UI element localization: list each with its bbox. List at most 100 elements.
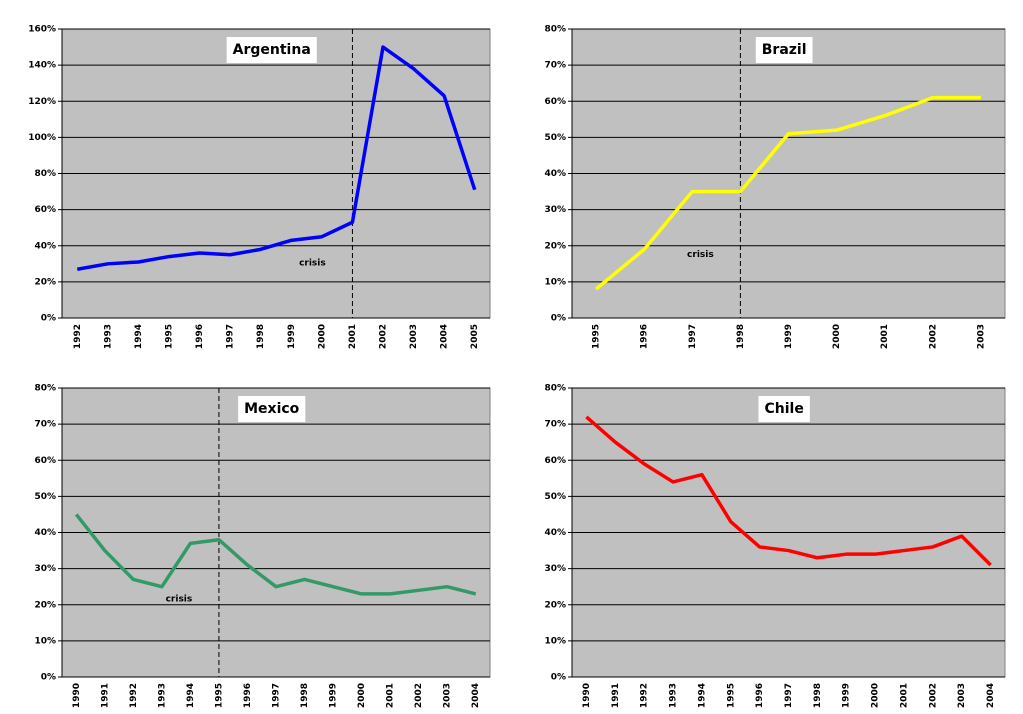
x-tick-label: 2001 — [386, 683, 396, 708]
y-tick-label: 0% — [551, 314, 566, 324]
plot: 0% 10% 20% 30% 40% 50% 60% 70% 80% 1990 1991 1992 19… — [34, 384, 491, 708]
x-tick-label: 1997 — [784, 683, 794, 708]
title-box — [238, 396, 306, 422]
x-tick-label: 1993 — [103, 324, 113, 349]
plot: 0% 10% 20% 30% 40% 50% 60% 70% 80% 1990 1991 1992 19… — [544, 384, 1006, 708]
title-box — [755, 37, 813, 63]
x-tick-label: 1991 — [100, 683, 110, 708]
x-tick-label: 2004 — [471, 683, 481, 708]
y-tick-label: 60% — [34, 456, 56, 466]
chart-title: Brazil — [762, 42, 807, 58]
y-tick-label: 70% — [544, 420, 566, 430]
y-tick-label: 80% — [544, 384, 566, 394]
y-tick-label: 140% — [28, 61, 56, 71]
y-tick-label: 0% — [41, 314, 56, 324]
y-tick-label: 10% — [34, 636, 56, 646]
x-tick-label: 2004 — [440, 324, 450, 349]
y-tick-label: 60% — [544, 456, 566, 466]
y-tick-label: 20% — [544, 241, 566, 251]
y-tick-label: 120% — [28, 97, 56, 107]
y-tick-label: 20% — [34, 600, 56, 610]
data-line — [76, 45, 477, 271]
y-tick-label: 40% — [34, 528, 56, 538]
y-tick-label: 10% — [544, 636, 566, 646]
y-tick-label: 20% — [34, 277, 56, 287]
y-tick-label: 50% — [544, 133, 566, 143]
x-tick-label: 1993 — [669, 683, 679, 708]
annotation: crisis — [166, 594, 193, 604]
x-tick-label: 1991 — [611, 683, 621, 708]
x-tick-label: 1997 — [272, 683, 282, 708]
x-tick-label: 1992 — [640, 683, 650, 708]
x-tick-label: 1990 — [72, 683, 82, 708]
data-line — [594, 95, 981, 291]
x-tick-label: 2005 — [470, 324, 480, 349]
x-tick-label: 2001 — [880, 324, 890, 349]
x-tick-label: 1998 — [736, 324, 746, 349]
y-tick-label: 40% — [544, 169, 566, 179]
x-tick-label: 1998 — [256, 324, 266, 349]
x-tick-label: 1999 — [329, 683, 339, 708]
x-tick-label: 2002 — [414, 683, 424, 708]
x-tick-label: 1994 — [134, 324, 144, 349]
x-tick-label: 1995 — [726, 683, 736, 708]
y-tick-label: 50% — [34, 492, 56, 502]
y-tick-label: 70% — [34, 420, 56, 430]
x-tick-label: 2000 — [317, 324, 327, 349]
x-tick-label: 1999 — [842, 683, 852, 708]
y-tick-label: 80% — [34, 384, 56, 394]
plot: 0% 20% 40% 60% 80% 100% 120% 140% 160% 1992 1993 19… — [28, 25, 491, 349]
y-tick-label: 10% — [544, 277, 566, 287]
x-tick-label: 1997 — [226, 324, 236, 349]
title-box — [226, 37, 317, 63]
x-tick-label: 1990 — [582, 683, 592, 708]
x-tick-label: 1998 — [813, 683, 823, 708]
x-tick-label: 2002 — [928, 683, 938, 708]
x-tick-label: 2001 — [348, 324, 358, 349]
x-tick-label: 1994 — [186, 683, 196, 708]
chart-title: Mexico — [244, 401, 300, 417]
y-tick-label: 30% — [544, 205, 566, 215]
plot: 0% 10% 20% 30% 40% 50% 60% 70% 80% 1995 1996 1997 19… — [544, 25, 1006, 349]
x-tick-label: 2002 — [928, 324, 938, 349]
x-tick-label: 1996 — [195, 324, 205, 349]
x-tick-label: 1997 — [688, 324, 698, 349]
y-tick-label: 40% — [544, 528, 566, 538]
title-box — [758, 396, 810, 422]
x-tick-label: 1996 — [243, 683, 253, 708]
x-tick-label: 1992 — [73, 324, 83, 349]
y-tick-label: 160% — [28, 25, 56, 35]
annotation: crisis — [299, 259, 326, 269]
x-tick-label: 2003 — [957, 683, 967, 708]
x-tick-label: 2003 — [409, 324, 419, 349]
x-tick-label: 1999 — [287, 324, 297, 349]
y-tick-label: 80% — [34, 169, 56, 179]
y-tick-label: 0% — [41, 673, 56, 683]
data-line — [585, 415, 992, 567]
annotation: crisis — [687, 250, 714, 260]
x-tick-label: 1995 — [214, 683, 224, 708]
x-tick-label: 2000 — [832, 324, 842, 349]
x-tick-label: 1998 — [300, 683, 310, 708]
data-line — [74, 513, 477, 596]
x-tick-label: 1995 — [592, 324, 602, 349]
x-tick-label: 2004 — [986, 683, 996, 708]
chart-title: Argentina — [233, 42, 311, 58]
x-tick-label: 1999 — [784, 324, 794, 349]
x-tick-label: 2003 — [976, 324, 986, 349]
y-tick-label: 100% — [28, 133, 56, 143]
x-tick-label: 1992 — [129, 683, 139, 708]
y-tick-label: 30% — [34, 564, 56, 574]
y-tick-label: 70% — [544, 61, 566, 71]
x-tick-label: 1996 — [640, 324, 650, 349]
x-tick-label: 2001 — [899, 683, 909, 708]
x-tick-label: 1993 — [157, 683, 167, 708]
y-tick-label: 20% — [544, 600, 566, 610]
x-tick-label: 1994 — [697, 683, 707, 708]
y-tick-label: 40% — [34, 241, 56, 251]
y-tick-label: 60% — [544, 97, 566, 107]
y-tick-label: 30% — [544, 564, 566, 574]
x-tick-label: 2002 — [379, 324, 389, 349]
y-tick-label: 80% — [544, 25, 566, 35]
